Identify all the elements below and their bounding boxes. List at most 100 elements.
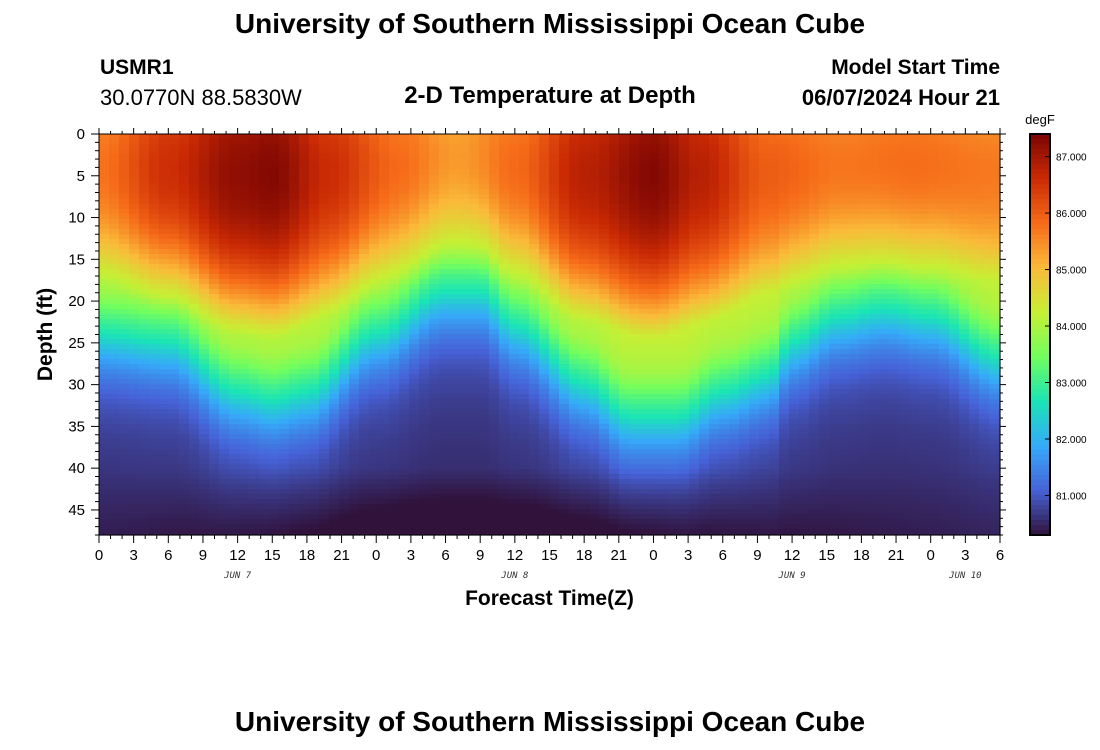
heatmap-cell	[119, 289, 130, 295]
heatmap-cell	[259, 309, 270, 315]
heatmap-cell	[679, 364, 690, 370]
heatmap-cell	[499, 354, 510, 360]
heatmap-cell	[349, 144, 360, 150]
heatmap-cell	[179, 424, 190, 430]
heatmap-cell	[669, 379, 680, 385]
heatmap-cell	[129, 234, 140, 240]
heatmap-cell	[439, 309, 450, 315]
heatmap-cell	[199, 514, 210, 520]
heatmap-cell	[359, 159, 370, 165]
heatmap-cell	[329, 319, 340, 325]
heatmap-cell	[499, 514, 510, 520]
heatmap-cell	[149, 394, 160, 400]
heatmap-cell	[369, 254, 380, 260]
heatmap-cell	[239, 159, 250, 165]
heatmap-cell	[429, 489, 440, 495]
heatmap-cell	[699, 139, 710, 145]
heatmap-cell	[239, 229, 250, 235]
heatmap-cell	[409, 349, 420, 355]
heatmap-cell	[419, 349, 430, 355]
heatmap-cell	[659, 394, 670, 400]
heatmap-cell	[99, 464, 110, 470]
heatmap-cell	[599, 189, 610, 195]
heatmap-cell	[179, 164, 190, 170]
heatmap-cell	[239, 529, 250, 535]
heatmap-cell	[549, 489, 560, 495]
heatmap-cell	[689, 404, 700, 410]
heatmap-cell	[119, 144, 130, 150]
heatmap-cell	[409, 314, 420, 320]
heatmap-cell	[459, 329, 470, 335]
heatmap-cell	[649, 149, 660, 155]
heatmap-cell	[199, 439, 210, 445]
heatmap-cell	[649, 449, 660, 455]
heatmap-cell	[299, 299, 310, 305]
heatmap-cell	[639, 454, 650, 460]
heatmap-cell	[689, 199, 700, 205]
heatmap-cell	[159, 174, 170, 180]
heatmap-cell	[429, 434, 440, 440]
heatmap-cell	[339, 144, 350, 150]
heatmap-cell	[509, 319, 520, 325]
heatmap-cell	[469, 349, 480, 355]
heatmap-cell	[399, 319, 410, 325]
heatmap-cell	[559, 199, 570, 205]
heatmap-cell	[599, 209, 610, 215]
heatmap-cell	[289, 194, 300, 200]
heatmap-cell	[629, 409, 640, 415]
heatmap-cell	[489, 144, 500, 150]
heatmap-cell	[209, 149, 220, 155]
heatmap-cell	[229, 229, 240, 235]
heatmap-cell	[259, 184, 270, 190]
heatmap-cell	[689, 169, 700, 175]
heatmap-cell	[519, 499, 530, 505]
heatmap-cell	[169, 429, 180, 435]
heatmap-cell	[579, 159, 590, 165]
heatmap-cell	[469, 284, 480, 290]
heatmap-cell	[109, 279, 120, 285]
heatmap-cell	[139, 494, 150, 500]
heatmap-cell	[609, 499, 620, 505]
heatmap-cell	[429, 304, 440, 310]
heatmap-cell	[489, 444, 500, 450]
heatmap-cell	[329, 284, 340, 290]
heatmap-cell	[99, 309, 110, 315]
heatmap-cell	[579, 139, 590, 145]
heatmap-cell	[379, 334, 390, 340]
heatmap-cell	[439, 144, 450, 150]
heatmap-cell	[459, 359, 470, 365]
heatmap-cell	[299, 424, 310, 430]
heatmap-cell	[289, 284, 300, 290]
heatmap-cell	[569, 274, 580, 280]
heatmap-cell	[259, 359, 270, 365]
heatmap-cell	[639, 504, 650, 510]
heatmap-cell	[409, 169, 420, 175]
heatmap-cell	[179, 464, 190, 470]
heatmap-cell	[299, 369, 310, 375]
heatmap-cell	[169, 529, 180, 535]
heatmap-cell	[409, 149, 420, 155]
heatmap-cell	[519, 214, 530, 220]
heatmap-cell	[119, 519, 130, 525]
heatmap-cell	[419, 249, 430, 255]
heatmap-cell	[189, 494, 200, 500]
heatmap-cell	[679, 344, 690, 350]
heatmap-cell	[439, 409, 450, 415]
heatmap-cell	[599, 489, 610, 495]
heatmap-cell	[219, 349, 230, 355]
heatmap-cell	[409, 389, 420, 395]
heatmap-cell	[269, 289, 280, 295]
heatmap-cell	[599, 464, 610, 470]
heatmap-cell	[299, 309, 310, 315]
heatmap-cell	[589, 474, 600, 480]
heatmap-cell	[389, 364, 400, 370]
heatmap-cell	[539, 479, 550, 485]
heatmap-cell	[429, 204, 440, 210]
heatmap-cell	[189, 529, 200, 535]
heatmap-cell	[139, 394, 150, 400]
heatmap-cell	[609, 229, 620, 235]
heatmap-cell	[119, 199, 130, 205]
heatmap-cell	[539, 449, 550, 455]
heatmap-cell	[269, 519, 280, 525]
heatmap-cell	[249, 234, 260, 240]
